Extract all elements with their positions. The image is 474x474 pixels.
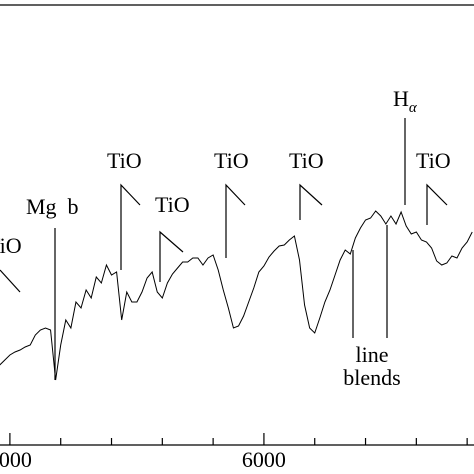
halpha-sub: α xyxy=(409,100,418,116)
feature-markers xyxy=(0,118,448,380)
annotation: TiO xyxy=(155,192,190,217)
tio-marker xyxy=(225,183,246,258)
annotation: line xyxy=(356,342,389,367)
x-tick-label: 5000 xyxy=(0,447,32,472)
annotation: TiO xyxy=(416,148,451,173)
tio-marker xyxy=(0,269,21,293)
spectrum-line xyxy=(0,210,473,381)
tio-marker xyxy=(120,183,141,270)
tio-marker xyxy=(159,230,184,282)
tio-marker xyxy=(426,183,448,225)
halpha-text: H xyxy=(393,86,409,111)
tio-marker xyxy=(299,183,323,220)
x-tick-label: 6000 xyxy=(242,447,286,472)
frame xyxy=(0,4,474,446)
annotation: Mg b xyxy=(26,194,79,219)
annotation: TiO xyxy=(289,148,324,173)
annotation: TiO xyxy=(107,148,142,173)
annotations: TiO Mg b TiO TiO TiO TiO TiO line blends… xyxy=(0,86,451,390)
halpha-label: Hα xyxy=(393,86,418,116)
annotation: blends xyxy=(343,365,400,390)
annotation: TiO xyxy=(0,233,22,258)
annotation: TiO xyxy=(214,148,249,173)
